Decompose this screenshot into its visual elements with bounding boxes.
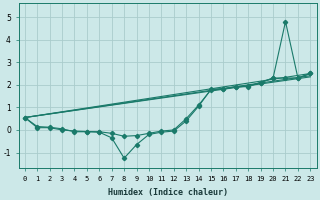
X-axis label: Humidex (Indice chaleur): Humidex (Indice chaleur) (108, 188, 228, 197)
